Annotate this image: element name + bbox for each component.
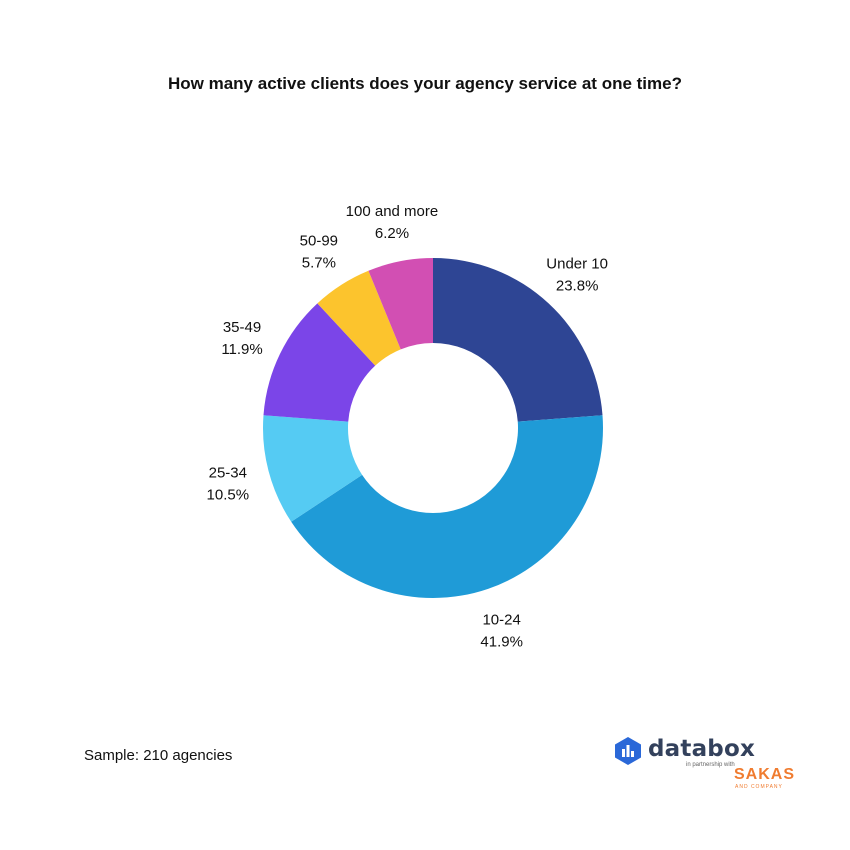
slice-label-25-34: 25-34 10.5% [207,464,250,503]
chart-slices [263,258,603,599]
slice-label-100-and-more: 100 and more 6.2% [346,203,439,242]
slice-35-49 [263,303,376,422]
slice-label-10-24: 10-24 41.9% [480,612,523,651]
chart-labels: Under 10 23.8% 10-24 41.9% 25-34 10.5% 35-49 11… [207,203,608,651]
slice-label-under-10: Under 10 23.8% [546,256,608,295]
slice-10-24 [291,415,603,599]
slice-label-50-99: 50-99 5.7% [300,232,338,271]
sakas-logo-text: SAKAS [734,766,796,783]
slice-100-and-more [368,258,433,350]
databox-logo-icon [615,737,641,765]
slice-25-34 [263,415,363,522]
chart-title: How many active clients does your agency… [168,74,682,93]
sakas-logo-subtext: AND COMPANY [735,784,783,790]
databox-logo-text: databox [648,736,756,762]
partner-caption: in partnership with [686,762,735,768]
slice-under-10 [433,258,603,422]
databox-logo: databox in partnership with SAKAS AND CO… [614,734,804,794]
slice-label-35-49: 35-49 11.9% [221,319,262,358]
slice-50-99 [317,270,401,366]
sample-note: Sample: 210 agencies [84,747,233,764]
